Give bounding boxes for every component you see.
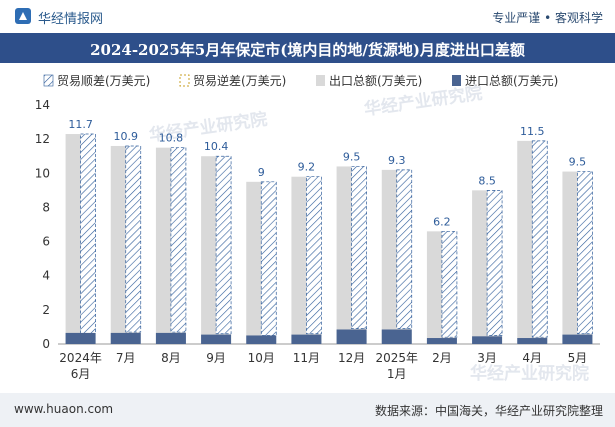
bar-import-total xyxy=(65,332,96,344)
bar-trade-surplus xyxy=(215,155,232,335)
y-tick-label: 4 xyxy=(42,269,50,283)
legend-swatch-1 xyxy=(43,74,54,87)
x-tick-label: 7月 xyxy=(116,351,136,365)
y-tick-label: 6 xyxy=(42,235,50,249)
data-label: 8.5 xyxy=(478,174,496,187)
x-tick-label: 11月 xyxy=(293,351,320,365)
x-tick-label: 2025年 1月 xyxy=(375,351,418,381)
x-tick-label-line: 6月 xyxy=(71,367,91,381)
bar-trade-surplus xyxy=(441,230,458,338)
legend-swatch-3 xyxy=(316,75,325,86)
bar-import-total xyxy=(110,332,141,344)
legend-label-2: 贸易逆差(万美元) xyxy=(193,73,286,88)
brand-name: 华经情报网 xyxy=(38,12,104,27)
data-label: 9.5 xyxy=(569,156,587,169)
x-tick-label: 3月 xyxy=(477,351,497,365)
bar-trade-surplus xyxy=(170,147,187,333)
data-label: 6.2 xyxy=(433,215,451,228)
data-label: 10.8 xyxy=(159,132,184,145)
x-tick-label-line: 9月 xyxy=(206,351,226,365)
legend-swatch-4 xyxy=(452,75,461,86)
y-tick-label: 2 xyxy=(42,303,50,317)
bar-import-total xyxy=(201,334,232,344)
watermark-2: 华经产业研究院 xyxy=(363,83,484,120)
x-tick-label: 9月 xyxy=(206,351,226,365)
title-bar: 2024-2025年5月年保定市(境内目的地/货源地)月度进出口差额 xyxy=(0,33,615,63)
data-source: 数据来源：中国海关，华经产业研究院整理 xyxy=(374,404,603,418)
watermark-3: 华经产业研究院 xyxy=(470,363,589,384)
bar-import-total xyxy=(336,329,367,344)
bar-trade-surplus xyxy=(306,176,322,335)
data-label: 9.2 xyxy=(298,161,316,174)
data-label: 10.9 xyxy=(114,130,139,143)
x-tick-label-line: 1月 xyxy=(387,367,407,381)
x-tick-label: 2月 xyxy=(432,351,452,365)
data-label: 9.3 xyxy=(388,154,406,167)
x-tick-label-line: 12月 xyxy=(338,351,365,365)
bar-import-total xyxy=(291,334,322,344)
bar-trade-surplus xyxy=(125,145,142,333)
data-label: 10.4 xyxy=(204,140,229,153)
tagline: 专业严谨 • 客观科学 xyxy=(492,11,603,25)
top-bar: 华经情报网 专业严谨 • 客观科学 xyxy=(0,0,615,33)
legend-swatch-2 xyxy=(179,74,190,87)
bar-trade-surplus xyxy=(486,190,503,336)
chart-title: 2024-2025年5月年保定市(境内目的地/货源地)月度进出口差额 xyxy=(90,41,525,59)
x-tick-label: 10月 xyxy=(248,351,275,365)
x-tick-label-line: 5月 xyxy=(568,351,588,365)
x-tick-label: 2024年 6月 xyxy=(59,351,102,381)
bar-import-total xyxy=(426,338,457,344)
bar-trade-surplus xyxy=(351,166,367,329)
chart: 贸易顺差(万美元) 贸易逆差(万美元) 出口总额(万美元) 进口总额(万美元) 华经产… xyxy=(35,73,600,384)
y-tick-label: 0 xyxy=(42,337,50,351)
footer-url[interactable]: www.huaon.com xyxy=(14,402,114,416)
x-tick-label-line: 4月 xyxy=(522,351,542,365)
bar-trade-surplus xyxy=(577,171,593,335)
y-tick-label: 12 xyxy=(35,132,50,146)
data-label: 11.5 xyxy=(520,125,545,138)
x-tick-label-line: 11月 xyxy=(293,351,320,365)
bar-trade-surplus xyxy=(531,140,548,338)
legend-label-3: 出口总额(万美元) xyxy=(329,74,422,88)
x-tick-label-line: 2月 xyxy=(432,351,452,365)
x-tick-label: 12月 xyxy=(338,351,365,365)
x-tick-label-line: 10月 xyxy=(248,351,275,365)
bar-import-total xyxy=(562,334,593,344)
legend-label-4: 进口总额(万美元) xyxy=(465,74,558,88)
x-tick-label-line: 3月 xyxy=(477,351,497,365)
bar-import-total xyxy=(155,332,186,344)
bar-import-total xyxy=(381,329,412,344)
axes: 0 2 4 6 8 10 12 14 2024年 6月 7月 8月 9月 10月 11月 12月 2025年 1月… xyxy=(35,98,600,381)
footer: www.huaon.com 数据来源：中国海关，华经产业研究院整理 xyxy=(0,393,615,427)
data-label: 9 xyxy=(258,166,265,179)
y-tick-label: 14 xyxy=(35,98,50,112)
legend-label-1: 贸易顺差(万美元) xyxy=(57,74,150,88)
legend: 贸易顺差(万美元) 贸易逆差(万美元) 出口总额(万美元) 进口总额(万美元) xyxy=(43,73,558,88)
bar-trade-surplus xyxy=(396,169,413,329)
x-tick-label: 8月 xyxy=(161,351,181,365)
bar-trade-surplus xyxy=(260,181,277,336)
bar-trade-surplus xyxy=(80,133,96,335)
bar-import-total xyxy=(246,335,277,344)
bar-import-total xyxy=(517,338,548,344)
x-tick-label-line: 7月 xyxy=(116,351,136,365)
y-tick-label: 8 xyxy=(42,200,50,214)
x-tick-label: 4月 xyxy=(522,351,542,365)
y-tick-label: 10 xyxy=(35,166,50,180)
data-label: 9.5 xyxy=(343,150,361,163)
x-tick-label-line: 2025年 xyxy=(375,351,418,365)
bar-import-total xyxy=(472,336,503,344)
x-tick-label: 5月 xyxy=(568,351,588,365)
brand-logo-icon xyxy=(15,8,31,24)
data-label: 11.7 xyxy=(68,118,93,131)
x-tick-label-line: 2024年 xyxy=(59,351,102,365)
x-tick-label-line: 8月 xyxy=(161,351,181,365)
bars: 11.7 10.9 10.8 10.4 9 9.2 9.5 9.3 6.2 8.5 11.5 9.5 xyxy=(65,118,593,344)
